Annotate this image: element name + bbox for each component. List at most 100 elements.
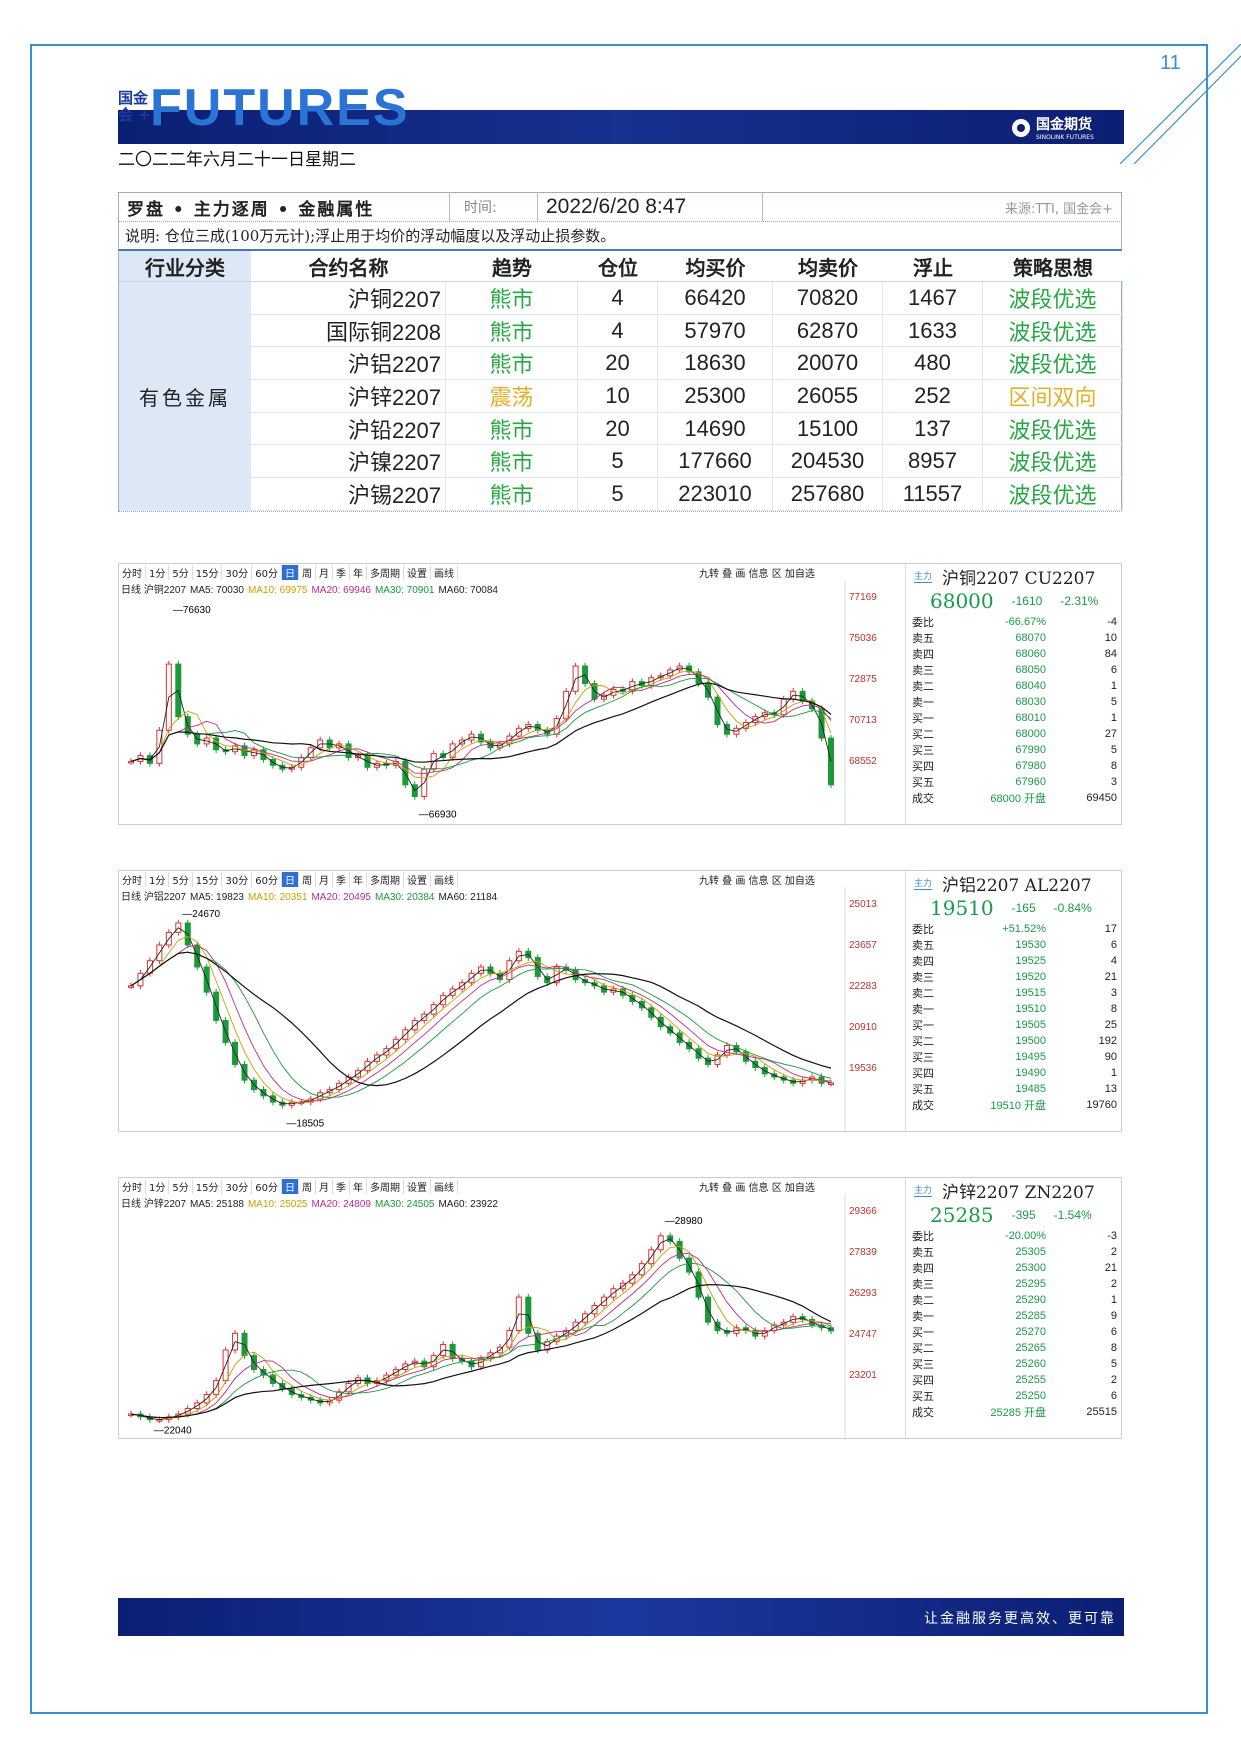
order-book-row: 卖四 19525 4 [906, 953, 1123, 969]
kline-chart: —24670 —18505 25013 23657 22283 20910 19536 [128, 887, 877, 1133]
order-book-cell: 卖四 [912, 1263, 934, 1275]
period-tab[interactable]: 月 [316, 1178, 333, 1194]
period-tab[interactable]: 日 [281, 871, 299, 887]
period-tab[interactable]: 60分 [252, 871, 282, 887]
period-tab[interactable]: 15分 [193, 564, 223, 580]
period-tab[interactable]: 日 [281, 564, 299, 580]
footer-slogan: 让金融服务更高效、更可靠 [924, 1611, 1116, 1627]
period-tab[interactable]: 多周期 [367, 871, 404, 887]
chart-tools[interactable]: 九转 叠 画 信息 区 加自选 [699, 875, 815, 887]
period-tab[interactable]: 月 [316, 871, 333, 887]
contract-title: 沪锌2207 ZN2207 [942, 1182, 1095, 1203]
period-tab[interactable]: 周 [299, 564, 316, 580]
period-tab[interactable]: 30分 [222, 1178, 253, 1194]
y-tick-label: 70713 [849, 715, 877, 726]
ma-item: MA60: 70084 [438, 585, 498, 596]
order-book-row: 卖五 25305 2 [906, 1244, 1123, 1260]
ma-prefix: 日线 沪铝2207 [121, 892, 187, 903]
period-tab[interactable]: 60分 [252, 564, 282, 580]
period-tab[interactable]: 1分 [146, 871, 170, 887]
period-tab[interactable]: 1分 [146, 1178, 170, 1194]
order-book-cell: 68000 开盘 [990, 793, 1046, 805]
ma-item: MA5: 19823 [190, 892, 244, 903]
order-book-row: 成交 25285 开盘 25515 [906, 1404, 1123, 1420]
table-cell-name: 沪铜2207 [251, 282, 446, 315]
order-book-cell: 卖一 [912, 697, 934, 709]
order-book-cell: 25300 [1015, 1262, 1046, 1274]
table-cell-stop: 11557 [883, 478, 983, 511]
ma-legend: 日线 沪铝2207 MA5: 19823 MA10: 20351 MA20: 2049… [121, 888, 497, 903]
table-cell-sell: 20070 [773, 347, 883, 381]
period-tab[interactable]: 月 [316, 564, 333, 580]
column-header: 策略思想 [983, 251, 1123, 282]
order-book-row: 买一 68010 1 [906, 710, 1123, 726]
ma-prefix: 日线 沪铜2207 [121, 585, 187, 596]
quote-panel: 主力 沪铝2207 AL2207 19510 -165 -0.84% 委比 +51… [905, 871, 1123, 1131]
order-book-cell: 19510 [1015, 1003, 1046, 1015]
order-book-row: 买三 25260 5 [906, 1356, 1123, 1372]
order-book-cell: 5 [1110, 696, 1117, 708]
order-book: 委比 -20.00% -3 卖五 25305 2 卖四 25300 21 卖三 25295 2 卖二 25… [906, 1228, 1123, 1420]
period-tab[interactable]: 季 [333, 871, 350, 887]
order-book-cell: 买一 [912, 1327, 934, 1339]
period-tab[interactable]: 分时 [119, 564, 146, 580]
chart-tools[interactable]: 九转 叠 画 信息 区 加自选 [699, 1182, 815, 1194]
period-tab[interactable]: 季 [333, 1178, 350, 1194]
order-book-cell: 25295 [1015, 1278, 1046, 1290]
y-tick-label: 77169 [849, 592, 877, 603]
period-tab[interactable]: 年 [350, 871, 367, 887]
order-book-cell: 3 [1110, 987, 1117, 999]
period-tab[interactable]: 设置 [404, 564, 431, 580]
period-tab[interactable]: 5分 [169, 1178, 193, 1194]
period-tab[interactable]: 多周期 [367, 1178, 404, 1194]
page-number: 11 [1160, 52, 1181, 74]
period-tab[interactable]: 分时 [119, 871, 146, 887]
period-tab[interactable]: 30分 [222, 871, 253, 887]
order-book-row: 委比 -20.00% -3 [906, 1228, 1123, 1244]
last-price: 68000 [930, 589, 994, 613]
period-tab[interactable]: 30分 [222, 564, 253, 580]
period-tab[interactable]: 60分 [252, 1178, 282, 1194]
brand-sub: SINOLINK FUTURES [1036, 134, 1094, 141]
period-tab[interactable]: 日 [281, 1178, 299, 1194]
table-cell-buy: 223010 [658, 478, 773, 511]
order-book-cell: -20.00% [1005, 1230, 1046, 1242]
period-tab[interactable]: 画线 [431, 1178, 458, 1194]
order-book-cell: 27 [1104, 728, 1117, 740]
order-book-cell: 8 [1110, 1003, 1117, 1015]
period-tab[interactable]: 年 [350, 564, 367, 580]
period-tab[interactable]: 年 [350, 1178, 367, 1194]
period-tab[interactable]: 画线 [431, 564, 458, 580]
order-book-row: 委比 -66.67% -4 [906, 614, 1123, 630]
period-tab[interactable]: 季 [333, 564, 350, 580]
order-book-cell: 68010 [1015, 712, 1046, 724]
table-grid: 行业分类 合约名称 趋势 仓位 均买价 均卖价 浮止 策略思想 有色金属 沪铜2207 熊市 4 664… [118, 251, 1123, 512]
order-book-cell: 69450 [1086, 792, 1117, 804]
order-book-cell: 卖一 [912, 1311, 934, 1323]
period-tab[interactable]: 15分 [193, 871, 223, 887]
table-cell-strategy: 区间双向 [983, 380, 1123, 413]
quote-header: 主力 沪铝2207 AL2207 [906, 871, 1123, 896]
period-tab[interactable]: 1分 [146, 564, 170, 580]
order-book-row: 买二 19500 192 [906, 1033, 1123, 1049]
period-tab[interactable]: 5分 [169, 871, 193, 887]
ma-line-60 [130, 682, 832, 763]
order-book-row: 卖五 19530 6 [906, 937, 1123, 953]
chart-tools[interactable]: 九转 叠 画 信息 区 加自选 [699, 568, 815, 580]
ma-item: MA60: 23922 [438, 1199, 498, 1210]
order-book-cell: +51.52% [1002, 923, 1046, 935]
order-book-cell: 68040 [1015, 680, 1046, 692]
period-tab[interactable]: 多周期 [367, 564, 404, 580]
header-band [118, 110, 1124, 144]
period-tab[interactable]: 设置 [404, 1178, 431, 1194]
period-tab[interactable]: 5分 [169, 564, 193, 580]
period-tab[interactable]: 15分 [193, 1178, 223, 1194]
price-change: -1610 [1011, 594, 1043, 608]
period-tab[interactable]: 周 [299, 1178, 316, 1194]
order-book-cell: 19505 [1015, 1019, 1046, 1031]
period-tab[interactable]: 画线 [431, 871, 458, 887]
period-tab[interactable]: 分时 [119, 1178, 146, 1194]
table-cell-pos: 4 [578, 282, 658, 315]
period-tab[interactable]: 设置 [404, 871, 431, 887]
period-tab[interactable]: 周 [299, 871, 316, 887]
